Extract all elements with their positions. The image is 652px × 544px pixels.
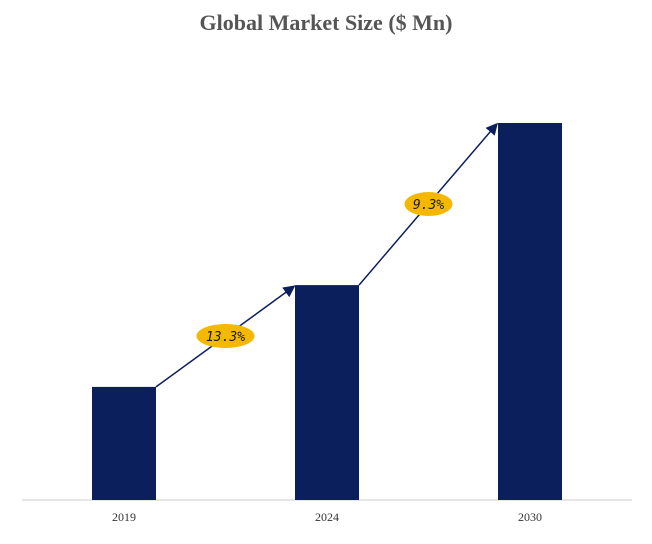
- x-tick-label-2024: 2024: [315, 510, 339, 524]
- bar-2019: [92, 386, 156, 500]
- cagr-badge-2: [404, 192, 453, 217]
- x-tick-label-2030: 2030: [518, 510, 542, 524]
- bar-2030: [498, 123, 562, 500]
- cagr-label-1: 13.3%: [206, 330, 245, 345]
- cagr-label-2: 9.3%: [413, 198, 444, 213]
- x-tick-label-2019: 2019: [112, 510, 136, 524]
- bar-2024: [295, 285, 359, 500]
- cagr-badge-1: [196, 324, 255, 349]
- chart-title: Global Market Size ($ Mn): [199, 10, 453, 35]
